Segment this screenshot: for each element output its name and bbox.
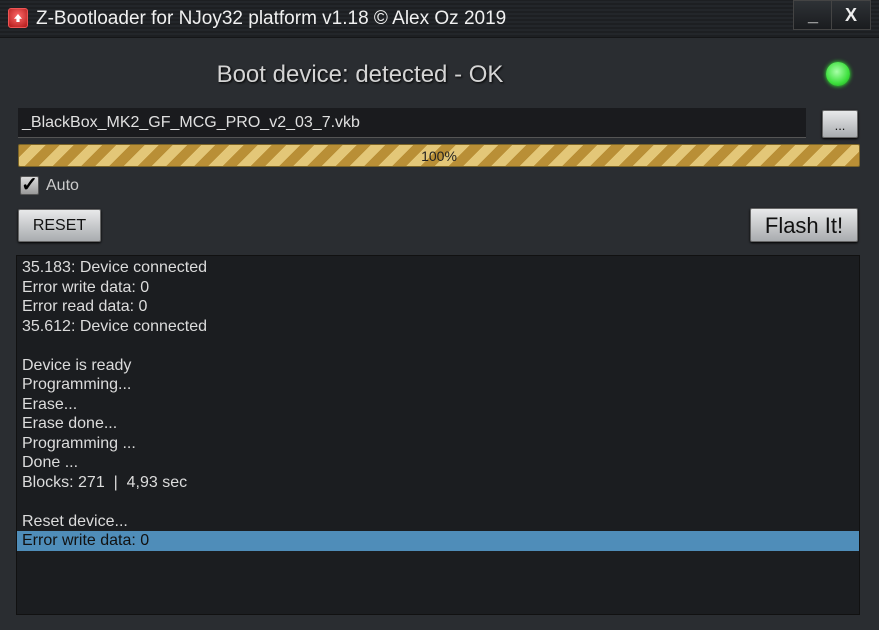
log-line[interactable]: Done ... xyxy=(22,454,79,471)
progress-label: 100% xyxy=(421,148,457,164)
log-line[interactable]: Blocks: 271 | 4,93 sec xyxy=(22,473,188,491)
log-line[interactable]: Error write data: 0 xyxy=(17,531,859,551)
log-line[interactable]: 35.183: Device connected xyxy=(22,259,208,276)
log-line[interactable] xyxy=(17,336,859,356)
close-button[interactable]: X xyxy=(831,0,871,30)
window-title: Z-Bootloader for NJoy32 platform v1.18 ©… xyxy=(36,8,507,29)
flash-button[interactable]: Flash It! xyxy=(750,208,858,242)
log-line[interactable]: Error write data: 0 xyxy=(22,278,150,296)
log-line[interactable]: Programming ... xyxy=(22,434,136,452)
status-led-icon xyxy=(826,62,850,86)
browse-button[interactable]: ... xyxy=(822,110,858,138)
log-line[interactable]: Erase... xyxy=(22,395,78,413)
progress-bar: 100% xyxy=(18,144,860,167)
auto-checkbox[interactable]: ✓ xyxy=(20,174,39,196)
log-line[interactable]: Programming... xyxy=(22,376,132,393)
auto-label: Auto xyxy=(46,177,79,194)
log-line[interactable]: Error read data: 0 xyxy=(22,298,148,315)
log-line[interactable]: 35.612: Device connected xyxy=(22,317,208,335)
log-list[interactable]: 35.183: Device connected Error write data… xyxy=(16,255,860,615)
log-line[interactable]: Erase done... xyxy=(22,415,118,432)
firmware-file-field[interactable]: _BlackBox_MK2_GF_MCG_PRO_v2_03_7.vkb xyxy=(18,108,806,138)
title-bar: Z-Bootloader for NJoy32 platform v1.18 ©… xyxy=(0,0,879,38)
reset-button[interactable]: RESET xyxy=(18,209,101,242)
boot-status-text: Boot device: detected - OK xyxy=(216,61,504,88)
log-line[interactable] xyxy=(17,492,859,512)
app-icon xyxy=(8,8,28,28)
log-line[interactable]: Device is ready xyxy=(22,356,132,374)
log-line[interactable]: Reset device... xyxy=(22,512,128,530)
minimize-button[interactable]: _ xyxy=(793,0,833,30)
